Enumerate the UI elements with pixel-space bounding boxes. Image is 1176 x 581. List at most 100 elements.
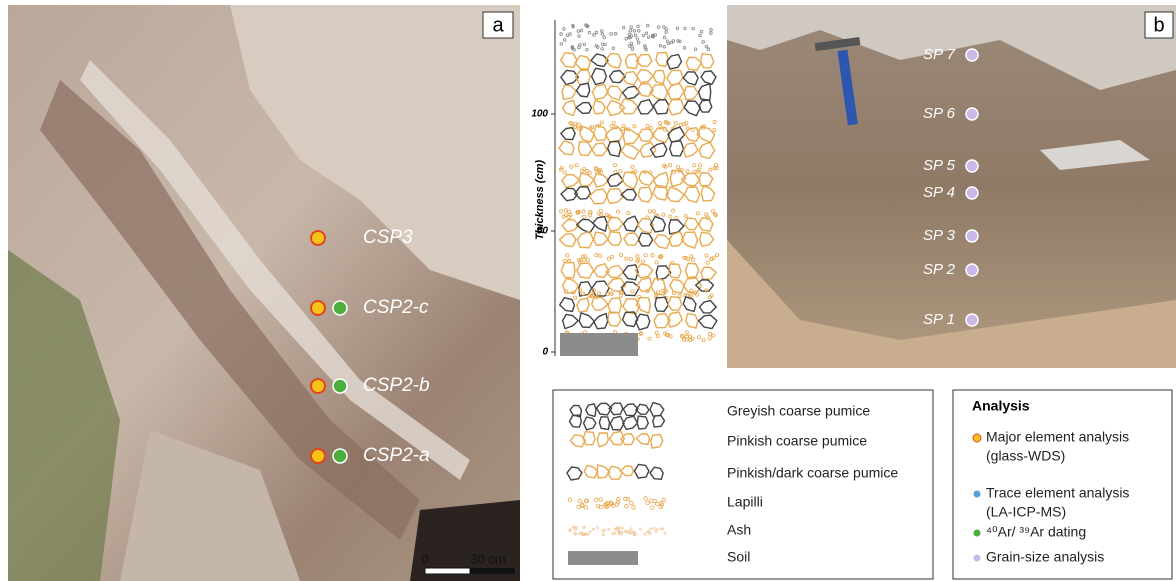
pumice [579, 125, 595, 143]
soil-swatch [568, 551, 638, 565]
pumice [666, 311, 683, 328]
pumice [652, 69, 666, 85]
grain [671, 39, 675, 43]
axis-label: Thickness (cm) [534, 160, 546, 240]
pumice [700, 53, 715, 69]
grain [704, 288, 709, 293]
pumice [682, 71, 699, 86]
pumice [638, 170, 656, 187]
analysis-marker [972, 433, 982, 443]
tick-label: 0 [542, 347, 548, 358]
grain [573, 121, 578, 126]
grain [709, 257, 714, 262]
pumice [590, 67, 608, 86]
pumice [637, 217, 654, 234]
grain [594, 253, 599, 258]
grain [675, 26, 680, 30]
grain [715, 253, 720, 258]
grain [651, 209, 656, 214]
pumice [606, 85, 623, 101]
grain [663, 120, 668, 125]
grain [573, 295, 578, 300]
grain [562, 258, 567, 263]
pumice [596, 432, 609, 448]
legend-label: Ash [727, 522, 751, 538]
pumice [635, 403, 650, 415]
grain [582, 525, 586, 529]
grain [704, 253, 709, 258]
grain [636, 257, 641, 262]
analysis-marker [972, 489, 982, 499]
pumice [621, 70, 639, 86]
pumice [593, 263, 610, 279]
grain [644, 31, 649, 35]
pumice [667, 83, 685, 100]
grain [559, 209, 564, 214]
pumice [566, 466, 583, 481]
grain [626, 497, 631, 502]
pumice [593, 312, 609, 330]
grain [663, 531, 667, 535]
marker-grain [965, 229, 979, 243]
marker-grain [965, 48, 979, 62]
grain [580, 254, 585, 259]
sample-label: SP 7 [923, 46, 956, 63]
grain [661, 497, 667, 502]
pumice [699, 231, 715, 247]
grain [585, 47, 589, 52]
grain [630, 289, 635, 294]
pumice [561, 219, 580, 233]
grain [711, 209, 716, 214]
grain [615, 209, 620, 214]
grain [596, 526, 599, 530]
analysis-title: Analysis [972, 398, 1030, 414]
grain [662, 35, 667, 40]
grain [585, 257, 590, 262]
pumice [607, 465, 623, 480]
grain [655, 290, 660, 295]
grain [712, 120, 717, 125]
grain [678, 122, 683, 127]
grain [635, 254, 640, 259]
pumice [588, 188, 609, 205]
pumice [560, 127, 576, 141]
pumice [652, 414, 666, 428]
grain [630, 164, 635, 169]
pumice [667, 126, 686, 143]
sample-label: CSP3 [363, 227, 413, 248]
grain [664, 27, 668, 31]
analysis-label: Major element analysis [986, 429, 1129, 445]
grain [596, 291, 601, 296]
pumice [585, 403, 597, 418]
pumice [582, 416, 597, 431]
marker-grain [965, 186, 979, 200]
pumice [667, 295, 683, 311]
pumice [668, 231, 685, 247]
grain [635, 37, 640, 41]
pumice [561, 99, 577, 117]
grain [598, 208, 603, 213]
analysis-label: (LA-ICP-MS) [986, 504, 1066, 520]
grain [668, 214, 673, 219]
grain [643, 253, 648, 258]
grain [582, 42, 586, 47]
pumice [568, 414, 583, 428]
grain [647, 336, 652, 341]
pumice [698, 299, 717, 314]
pumice [576, 297, 590, 313]
pumice [655, 51, 670, 68]
pumice [698, 172, 714, 187]
pumice [698, 217, 714, 232]
grain [652, 526, 655, 530]
scale-bar [424, 567, 471, 575]
grain [630, 47, 635, 51]
grain [708, 167, 713, 172]
grain [648, 527, 652, 531]
grain [575, 526, 578, 529]
pumice [561, 173, 581, 189]
pumice [607, 297, 623, 314]
pumice [683, 217, 700, 231]
grain [585, 169, 590, 174]
